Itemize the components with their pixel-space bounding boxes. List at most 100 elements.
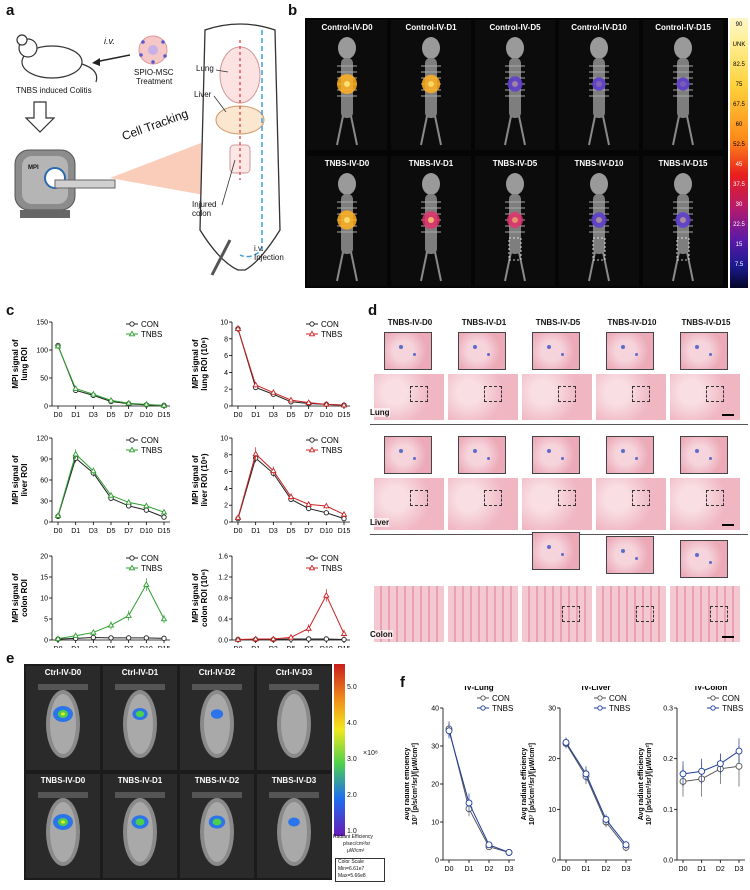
stained-cell — [621, 345, 625, 349]
data-point-tnbs — [90, 467, 97, 474]
data-point-tnbs — [323, 591, 330, 598]
panel-letter-b: b — [288, 2, 298, 19]
colorbar-tick: 3.0 — [347, 756, 357, 763]
x-tick-label: D2 — [716, 866, 725, 873]
iv-injection-label-2: Injection — [254, 253, 284, 262]
color-scale-min: Min=6.61e7 — [338, 866, 365, 872]
y-tick-label: 0.3 — [663, 706, 673, 713]
ivis-colorbar-labels: 5.0 4.0 3.0 2.0 1.0 ×10⁸ Radiant Efficiency p/s… — [333, 664, 407, 884]
data-point-tnbs — [287, 493, 295, 500]
panel-letter-d: d — [368, 302, 378, 319]
histology-column-title: TNBS-IV-D1 — [461, 318, 507, 327]
colorbar-label: 45 — [735, 162, 743, 168]
y-tick-label: 0.8 — [218, 596, 228, 603]
stained-cell — [473, 345, 477, 349]
mouse-photo — [192, 792, 242, 866]
y-axis-label: MPI signal of — [191, 573, 200, 623]
y-tick-label: 0.0 — [663, 858, 673, 865]
mouse-photo — [38, 684, 88, 758]
mpi-image-tile: Control-IV-D0 — [307, 20, 387, 150]
x-tick-label: D2 — [602, 866, 611, 873]
data-point-tnbs — [485, 841, 493, 849]
x-tick-label: D0 — [445, 866, 454, 873]
data-point-tnbs — [252, 450, 259, 457]
x-tick-label: D0 — [54, 528, 63, 535]
mpi-image-tile: TNBS-IV-D15 — [643, 156, 723, 286]
x-tick-label: D7 — [304, 528, 313, 535]
y-tick-label: 6 — [224, 469, 228, 476]
stained-cell — [635, 353, 638, 356]
colorbar-label: 60 — [735, 122, 743, 128]
roi-box — [632, 386, 650, 402]
histology-row-label: Liver — [370, 518, 390, 527]
stained-cell — [487, 353, 490, 356]
roi-box — [706, 490, 724, 506]
roi-box — [484, 490, 502, 506]
mouse-icon — [16, 34, 98, 83]
data-point-tnbs — [602, 816, 610, 823]
series-line-con — [57, 345, 165, 406]
legend-label: TNBS — [321, 330, 342, 339]
y-tick-label: 150 — [36, 320, 48, 327]
stained-cell — [413, 353, 416, 356]
data-point-tnbs — [622, 841, 630, 849]
zoom-inset — [680, 540, 728, 578]
color-scale-label: Color Scale — [338, 859, 364, 865]
series-line-con — [565, 743, 627, 848]
histology-section — [448, 586, 518, 642]
stained-cell — [413, 457, 416, 460]
series-line-tnbs — [682, 750, 740, 775]
mouse-photo — [115, 792, 165, 866]
data-point-tnbs — [54, 342, 62, 349]
x-tick-label: D2 — [485, 866, 494, 873]
x-tick-label: D3 — [269, 646, 278, 648]
stained-cell — [709, 561, 712, 564]
data-point-tnbs — [72, 450, 79, 457]
stained-cell — [695, 449, 699, 453]
liver-label: Liver — [194, 90, 212, 99]
legend-label: TNBS — [321, 564, 342, 573]
x-tick-label: D3 — [269, 412, 278, 419]
data-point-tnbs — [143, 581, 150, 587]
x-tick-label: D1 — [71, 412, 80, 419]
data-point-tnbs — [160, 508, 168, 515]
color-scale-box: Color Scale Min=6.61e7 Max=5.66e8 — [335, 858, 385, 882]
data-point-tnbs — [107, 491, 115, 498]
colorbar-legend: Radiant Efficiency — [333, 834, 373, 840]
ivis-image-tile: Ctrl-IV-D2 — [180, 666, 254, 770]
histology-section — [670, 478, 740, 530]
zoom-inset — [532, 532, 580, 570]
zoom-inset — [458, 436, 506, 474]
legend-label: TNBS — [722, 704, 743, 713]
data-point-tnbs — [445, 727, 453, 735]
data-point-tnbs — [252, 381, 259, 388]
y-axis-label: MPI signal of — [11, 573, 20, 623]
f2-chart: 0 10 20 30 D0 D1 D2 D3 Avg radiant efficiency 10⁷… — [521, 683, 632, 873]
colorbar-label: 90 — [735, 22, 743, 28]
y-tick-label: 50 — [40, 376, 48, 383]
mpi-image-title: TNBS-IV-D5 — [492, 159, 538, 168]
x-tick-label: D10 — [320, 646, 333, 648]
y-tick-label: 10 — [431, 820, 439, 827]
series-line-tnbs — [57, 345, 165, 406]
data-point-tnbs — [234, 325, 242, 331]
mouse-photo — [192, 684, 242, 758]
y-tick-label: 0.4 — [218, 617, 228, 624]
histology-column-title: TNBS-IV-D0 — [387, 318, 433, 327]
colorbar-label: UNK — [732, 42, 746, 48]
mouse-photo — [269, 684, 319, 758]
skeleton-image — [588, 37, 610, 146]
series-line-tnbs — [237, 594, 345, 640]
data-point-tnbs — [562, 739, 570, 746]
ivis-image-title: TNBS-IV-D1 — [117, 776, 163, 785]
data-point-con — [108, 635, 114, 641]
panel-letter-f: f — [400, 674, 405, 691]
histology-section — [596, 478, 666, 530]
histology-section — [522, 374, 592, 420]
lung-label: Lung — [196, 64, 214, 73]
c5-chart: 0 5 10 15 20 D0 D1 D3 D5 D7 D10 D15 MPI signal ofcol… — [11, 554, 171, 654]
x-tick-label: D3 — [269, 528, 278, 535]
panel-e-ivis-images: Ctrl-IV-D0 Ctrl-IV-D1 Ctrl-IV-D2 Ctrl-IV-D3… — [24, 664, 332, 880]
legend-label: TNBS — [141, 446, 162, 455]
c6-chart: 0.0 0.4 0.8 1.2 1.6 D0 D1 D3 D5 D7 D10 D15 MPI signa… — [191, 554, 351, 654]
